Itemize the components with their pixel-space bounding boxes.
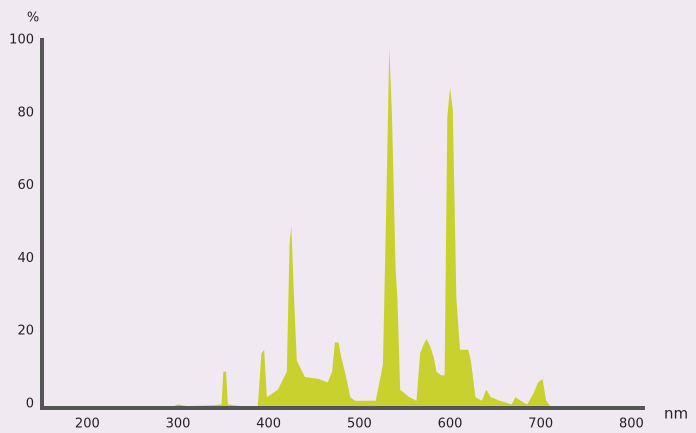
y-tick-label: 100 — [9, 33, 34, 48]
x-tick-label: 200 — [75, 417, 100, 432]
y-axis-label: % — [27, 11, 39, 26]
y-tick-label: 60 — [17, 178, 34, 193]
y-tick-label: 0 — [26, 397, 34, 412]
x-axis-label: nm — [664, 405, 688, 423]
x-tick-label: 400 — [256, 417, 281, 432]
x-tick-label: 800 — [619, 417, 644, 432]
spectrum-area — [42, 47, 632, 408]
y-tick-label: 20 — [17, 324, 34, 339]
x-tick-label: 500 — [347, 417, 372, 432]
x-tick-label: 600 — [438, 417, 463, 432]
y-tick-label: 40 — [17, 251, 34, 266]
y-tick-label: 80 — [17, 105, 34, 120]
x-tick-label: 300 — [166, 417, 191, 432]
x-tick-label: 700 — [528, 417, 553, 432]
